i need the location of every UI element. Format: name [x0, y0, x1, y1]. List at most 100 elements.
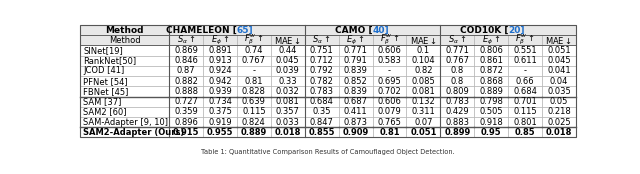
Bar	[271, 107, 305, 117]
Text: 0.852: 0.852	[344, 77, 367, 86]
Bar	[440, 107, 474, 117]
Bar	[406, 45, 440, 56]
Text: 0.855: 0.855	[308, 128, 335, 137]
Text: 0.915: 0.915	[173, 128, 199, 137]
Text: 0.44: 0.44	[278, 46, 297, 55]
Text: 0.041: 0.041	[547, 66, 571, 76]
Bar	[271, 127, 305, 137]
Bar	[80, 25, 576, 137]
Bar	[237, 35, 271, 45]
Text: 0.783: 0.783	[310, 87, 333, 96]
Bar	[406, 86, 440, 97]
Text: 0.87: 0.87	[177, 66, 195, 76]
Text: $F_\beta^w\uparrow$: $F_\beta^w\uparrow$	[244, 33, 264, 47]
Text: 0.727: 0.727	[174, 97, 198, 106]
Text: CAMO [: CAMO [	[335, 26, 372, 34]
Bar	[169, 76, 203, 86]
Bar	[271, 56, 305, 66]
Bar	[372, 107, 406, 117]
Text: 0.924: 0.924	[208, 66, 232, 76]
Bar	[542, 45, 576, 56]
Bar	[80, 127, 169, 137]
Bar	[542, 117, 576, 127]
Bar	[237, 97, 271, 107]
Bar	[542, 86, 576, 97]
Bar	[474, 56, 508, 66]
Bar	[203, 45, 237, 56]
Text: 0.702: 0.702	[378, 87, 401, 96]
Bar	[474, 35, 508, 45]
Text: 0.583: 0.583	[378, 56, 401, 65]
Text: 0.918: 0.918	[479, 118, 503, 127]
Bar	[237, 45, 271, 56]
Text: 0.695: 0.695	[378, 77, 401, 86]
Bar	[169, 45, 203, 56]
Bar	[203, 127, 237, 137]
Bar	[474, 107, 508, 117]
Bar	[440, 97, 474, 107]
Bar	[305, 56, 339, 66]
Bar	[372, 45, 406, 56]
Text: MAE$\downarrow$: MAE$\downarrow$	[274, 35, 301, 46]
Bar	[406, 56, 440, 66]
Text: -: -	[252, 66, 255, 76]
Text: 0.919: 0.919	[208, 118, 232, 127]
Bar	[542, 66, 576, 76]
Bar	[440, 127, 474, 137]
Bar	[203, 117, 237, 127]
Bar	[339, 86, 372, 97]
Bar	[305, 107, 339, 117]
Text: $F_\beta^w\uparrow$: $F_\beta^w\uparrow$	[380, 33, 399, 47]
Text: 0.085: 0.085	[412, 77, 435, 86]
Text: 0.771: 0.771	[344, 46, 367, 55]
Bar	[372, 66, 406, 76]
Bar	[305, 25, 440, 35]
Bar	[440, 66, 474, 76]
Bar	[508, 45, 542, 56]
Bar	[271, 86, 305, 97]
Text: 0.1: 0.1	[417, 46, 430, 55]
Text: CHAMELEON [: CHAMELEON [	[166, 26, 237, 34]
Bar	[339, 97, 372, 107]
Bar	[406, 117, 440, 127]
Text: 0.888: 0.888	[174, 87, 198, 96]
Text: 0.551: 0.551	[513, 46, 537, 55]
Text: 0.889: 0.889	[241, 128, 267, 137]
Bar	[406, 107, 440, 117]
Bar	[406, 66, 440, 76]
Bar	[305, 127, 339, 137]
Text: 0.955: 0.955	[207, 128, 233, 137]
Text: 0.771: 0.771	[445, 46, 469, 55]
Text: 0.81: 0.81	[244, 77, 263, 86]
Text: 0.07: 0.07	[414, 118, 433, 127]
Bar	[440, 35, 474, 45]
Text: 0.809: 0.809	[445, 87, 469, 96]
Text: 0.429: 0.429	[445, 107, 469, 116]
Text: $E_\phi\uparrow$: $E_\phi\uparrow$	[482, 34, 500, 47]
Text: MAE$\downarrow$: MAE$\downarrow$	[410, 35, 437, 46]
Text: 0.311: 0.311	[412, 107, 435, 116]
Text: 0.045: 0.045	[547, 56, 571, 65]
Text: 0.782: 0.782	[310, 77, 333, 86]
Bar	[169, 56, 203, 66]
Bar	[305, 97, 339, 107]
Text: -: -	[524, 66, 527, 76]
Bar	[169, 86, 203, 97]
Text: SAM-Adapter [9, 10]: SAM-Adapter [9, 10]	[83, 118, 168, 127]
Bar	[80, 25, 169, 35]
Text: 0.018: 0.018	[275, 128, 301, 137]
Text: Table 1: Quantitative Comparison Results of Camouflaged Object Detection.: Table 1: Quantitative Comparison Results…	[201, 149, 455, 155]
Text: 0.079: 0.079	[378, 107, 401, 116]
Bar	[406, 35, 440, 45]
Text: 0.104: 0.104	[412, 56, 435, 65]
Text: 0.869: 0.869	[174, 46, 198, 55]
Bar	[169, 97, 203, 107]
Text: SAM2 [60]: SAM2 [60]	[83, 107, 127, 116]
Text: 65]: 65]	[237, 26, 253, 34]
Bar	[237, 76, 271, 86]
Text: Method: Method	[106, 26, 144, 34]
Text: 0.411: 0.411	[344, 107, 367, 116]
Text: 0.847: 0.847	[310, 118, 333, 127]
Text: 0.218: 0.218	[547, 107, 571, 116]
Text: 0.765: 0.765	[378, 118, 401, 127]
